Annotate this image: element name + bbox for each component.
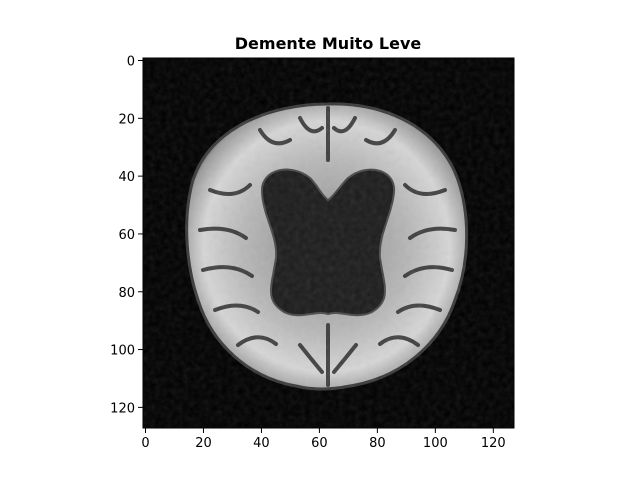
y-axis: 0 20 40 60 80 100 120 [110,55,143,416]
y-tick-label: 120 [110,401,135,416]
y-tick-label: 20 [118,112,135,127]
axes-frame [142,57,515,429]
plot-title: Demente Muito Leve [235,34,422,53]
y-tick-label: 80 [118,286,135,301]
x-tick-label: 120 [481,436,506,451]
y-tick-label: 60 [118,228,135,243]
y-tick-label: 0 [127,55,135,70]
x-tick-label: 80 [369,436,386,451]
y-tick-label: 40 [118,170,135,185]
x-axis: 0 20 40 60 80 100 120 [141,428,506,451]
x-tick-label: 60 [311,436,328,451]
brain-mri-image [143,58,514,428]
x-tick-label: 0 [141,436,149,451]
y-tick-label: 100 [110,344,135,359]
x-tick-label: 100 [423,436,448,451]
x-tick-label: 20 [195,436,212,451]
x-tick-label: 40 [253,436,270,451]
